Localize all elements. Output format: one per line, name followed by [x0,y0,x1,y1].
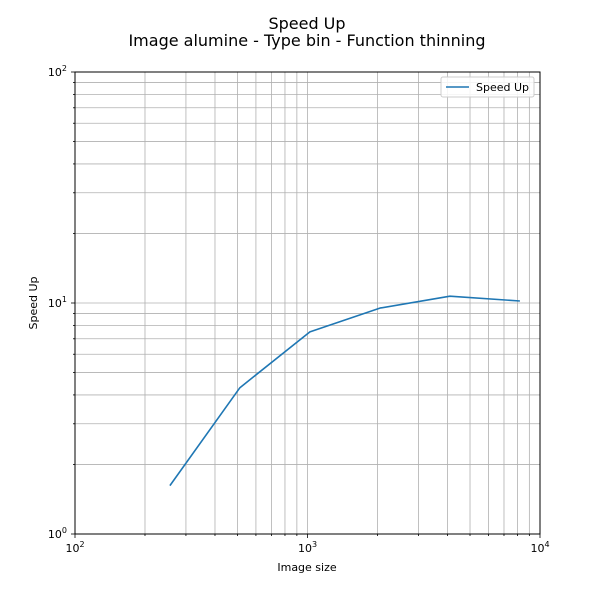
chart-subtitle: Image alumine - Type bin - Function thin… [128,31,485,50]
y-tick-label: 101 [48,295,67,310]
y-axis-label: Speed Up [27,276,40,329]
series-layer [169,295,520,487]
x-tick-label: 103 [298,540,317,555]
y-tick-label: 100 [48,526,67,541]
series-line-speed-up [169,295,520,487]
y-tick-label: 102 [48,64,67,79]
grid [75,72,540,534]
legend: Speed Up [440,76,535,98]
legend-box [440,76,535,98]
x-axis-label: Image size [277,561,337,574]
ticks: 102 103 104 100 101 102 [48,64,550,555]
legend-label-speed-up: Speed Up [476,81,529,94]
chart-title: Speed Up [268,14,345,33]
x-tick-label: 102 [65,540,84,555]
x-tick-label: 104 [530,540,549,555]
